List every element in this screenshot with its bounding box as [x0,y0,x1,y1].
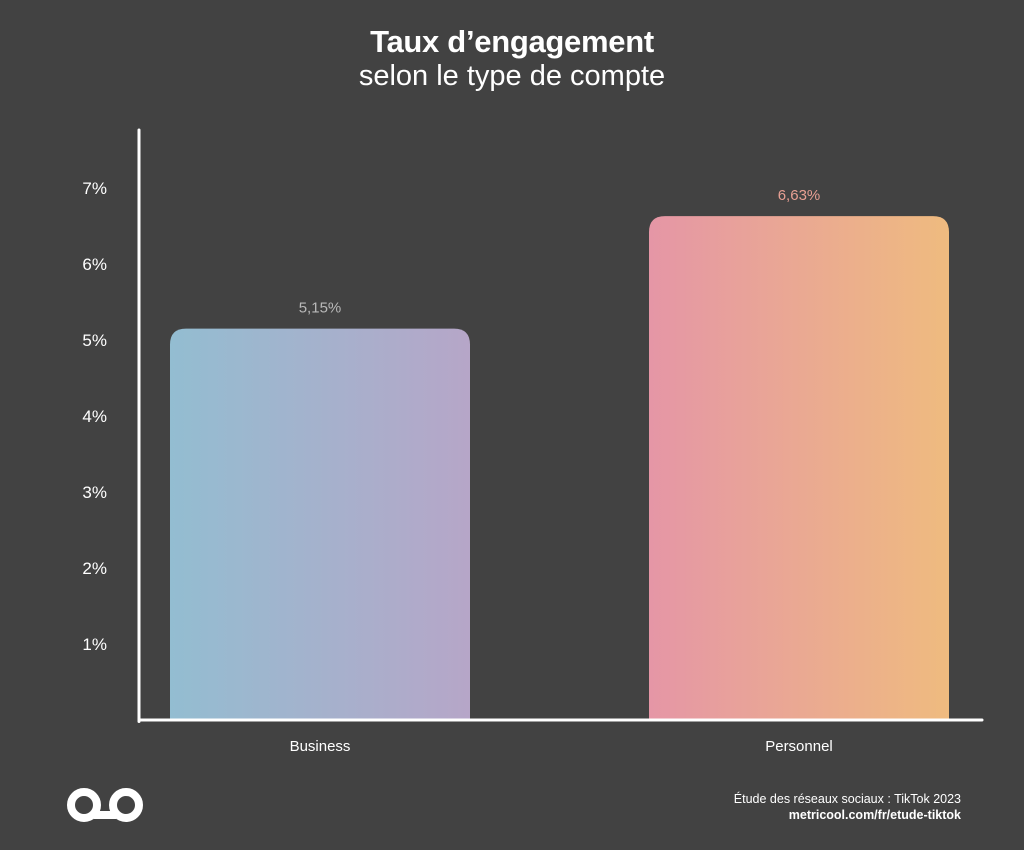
source-note: Étude des réseaux sociaux : TikTok 2023 … [734,791,961,823]
y-tick-label: 3% [82,483,107,502]
source-text: Étude des réseaux sociaux : TikTok 2023 [733,792,961,806]
y-tick-label: 4% [82,407,107,426]
y-tick-label: 7% [82,179,107,198]
category-label-personnel: Personnel [765,738,833,755]
chart-subtitle: selon le type de compte [358,60,666,92]
data-label-business: 5,15% [299,300,342,317]
chart-title: Taux d’engagement [370,24,654,59]
y-tick-label: 5% [82,331,107,350]
y-tick-label: 6% [82,255,107,274]
metricool-infinity-logo-icon [64,785,148,830]
source-url[interactable]: metricool.com/fr/etude-tiktok [788,808,961,822]
bar-business [170,328,470,720]
bar-personnel [649,216,949,720]
data-label-personnel: 6,63% [778,187,821,204]
y-tick-label: 2% [82,559,107,578]
category-label-business: Business [290,738,351,755]
y-tick-label: 1% [82,635,107,654]
